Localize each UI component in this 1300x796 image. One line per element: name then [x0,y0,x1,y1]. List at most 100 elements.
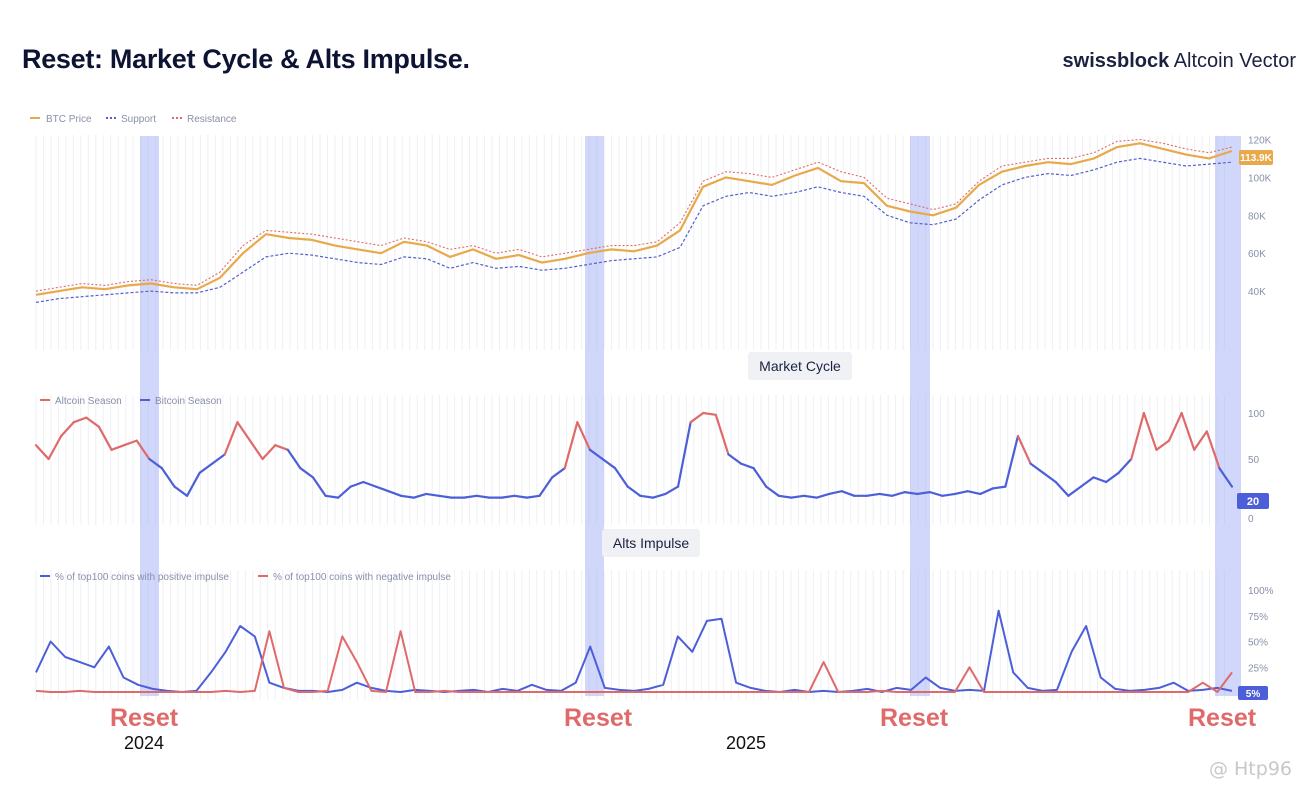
season-segment [349,480,365,488]
grid-background [35,135,1226,700]
reset-band-1 [140,136,159,696]
season-segment [551,467,566,479]
season-segment [72,416,88,424]
season-segment [1105,471,1120,484]
y-tick-price: 80K [1248,211,1266,222]
season-segment [337,485,352,499]
season-segment [1016,434,1032,465]
reset-label-3: Reset [880,704,949,732]
season-segment [1117,457,1133,474]
y-tick-impulse: 75% [1248,612,1268,623]
season-segment [1167,411,1183,442]
page-title: Reset: Market Cycle & Alts Impulse. [22,44,470,74]
season-segment [475,494,491,499]
season-segment [1205,430,1221,470]
season-segment [374,485,390,493]
series-positive-impulse [35,609,1233,693]
season-segment [588,448,604,461]
season-segment [198,462,214,474]
y-tick-price: 100K [1248,173,1272,184]
season-last-badge: 20 [1237,493,1269,509]
season-segment [689,411,705,424]
season-segment [211,453,226,465]
season-segment [148,457,163,470]
season-segment [639,494,654,499]
season-segment [1067,485,1083,497]
season-segment [727,453,743,465]
season-segment [311,476,327,497]
season-segment [513,494,529,499]
reset-label-1: Reset [110,704,179,732]
reset-band-4 [1215,136,1241,696]
season-segment [248,439,264,461]
season-segment [500,494,516,499]
series-support [35,157,1233,303]
season-segment [676,421,692,488]
season-segment [1042,471,1057,484]
season-segment [1218,467,1234,488]
season-segment [979,487,994,496]
season-segment [991,485,1007,490]
season-segment [160,467,176,488]
season-segment [412,492,428,499]
season-segment [802,494,818,499]
season-segment [714,413,730,456]
season-segment [664,485,680,496]
season-segment [34,444,50,461]
season-segment [525,494,541,499]
season-segment [790,494,806,499]
reset-bands [140,136,1241,696]
y-tick-impulse: 50% [1248,638,1268,649]
season-segment [1155,439,1171,451]
impulse-last-badge: 5% [1238,686,1268,700]
year-2024: 2024 [124,733,165,753]
series-btc-price [35,142,1233,296]
btc-last-badge: 113.9K [1239,150,1273,165]
season-segment [462,494,478,499]
season-segment [110,444,126,451]
season-segment [1004,434,1020,488]
season-segment [60,421,75,438]
market-cycle-text: Market Cycle [759,358,841,374]
season-segment [1029,462,1045,474]
legend-support: Support [121,114,156,125]
season-segment [1079,476,1095,488]
season-segment [425,492,440,497]
season-segment [1180,411,1196,451]
reset-band-3 [910,136,930,696]
season-last-value: 20 [1247,496,1259,508]
season-segment [941,492,957,497]
year-2025: 2025 [726,733,767,753]
legend-negative: % of top100 coins with negative impulse [273,572,451,583]
legend-altseason: Altcoin Season [55,396,122,407]
season-segment [702,411,717,416]
season-segment [928,491,944,497]
season-segment [223,421,239,456]
season-segment [261,444,277,461]
season-segment [828,490,843,496]
season-segment [916,491,931,496]
season-segment [1193,430,1208,451]
axes-layer: 40K 60K 80K 100K 120K 0 50 100 25% 50% 75% 100% [1248,135,1274,674]
season-segment [47,434,63,461]
brand-light: Altcoin Vector [1173,50,1296,72]
btc-last-value: 113.9K [1240,153,1272,164]
brand-logo: swissblock Altcoin Vector [1063,50,1296,73]
brand-bold: swissblock [1062,50,1170,72]
season-segment [601,457,617,470]
season-segment [815,492,831,499]
series-layer [34,138,1234,693]
market-cycle-label: Market Cycle [748,352,852,380]
season-segment [651,492,667,499]
y-tick-price: 120K [1248,135,1272,146]
season-segment [538,476,554,497]
season-segment [324,494,340,499]
reset-label-2: Reset [564,704,633,732]
season-segment [299,467,315,479]
season-segment [399,494,415,499]
watermark: @ Htp96 [1208,758,1292,780]
y-tick-impulse: 25% [1248,663,1268,674]
season-segment [123,439,138,447]
legend-btcseason: Bitcoin Season [155,396,222,407]
legend-btc: BTC Price [46,114,92,125]
